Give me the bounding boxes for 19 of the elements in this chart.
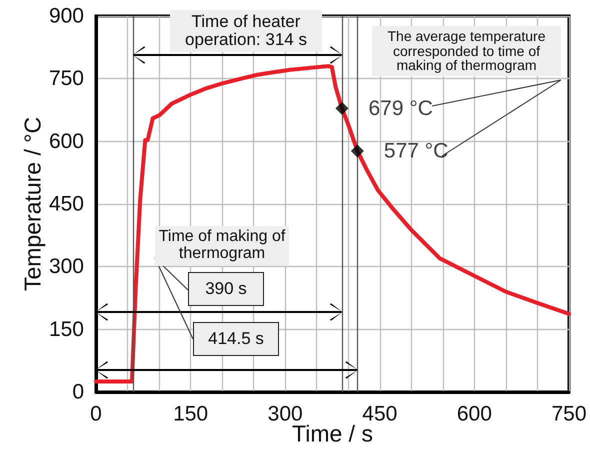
y-tick-label: 300 [48, 255, 84, 278]
data-label: 679 °C [368, 96, 433, 120]
y-tick-label: 450 [48, 192, 84, 216]
y-tick-label: 900 [48, 4, 84, 28]
y-tick-label: 600 [48, 130, 84, 153]
y-tick-label: 750 [48, 67, 84, 90]
annotation: Time of heater operation: 314 s [170, 10, 322, 52]
annotation: 390 s [188, 272, 264, 306]
y-tick-label: 150 [48, 318, 84, 341]
x-tick-label: 150 [173, 402, 208, 426]
x-tick-label: 600 [456, 402, 492, 426]
annotation: 414.5 s [193, 322, 279, 356]
annotation: Time of making of thermogram [155, 226, 289, 266]
y-axis-title: Temperature / °C [20, 116, 46, 292]
x-tick-label: 0 [90, 402, 102, 426]
x-tick-label: 750 [551, 402, 587, 426]
data-label: 577 °C [384, 139, 448, 162]
y-tick-label: 0 [72, 380, 84, 404]
annotation: The average temperature corresponded to time of making of thermogram [372, 26, 561, 76]
